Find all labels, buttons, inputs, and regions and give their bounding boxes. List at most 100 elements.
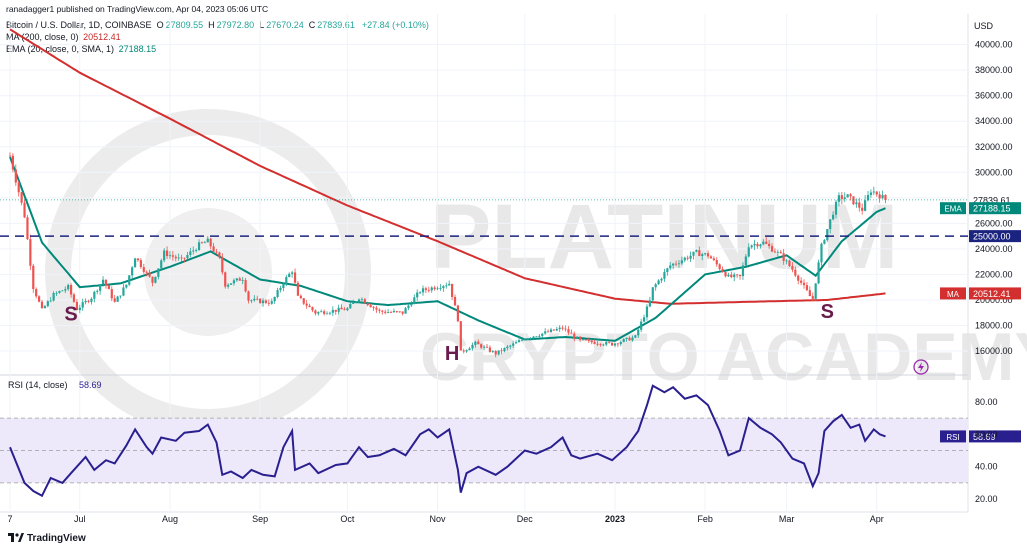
candle-body bbox=[616, 343, 619, 345]
candle-body bbox=[471, 344, 474, 349]
candle-body bbox=[811, 296, 814, 299]
close-label: C bbox=[308, 20, 316, 30]
candle-body bbox=[58, 291, 61, 293]
symbol-title[interactable]: Bitcoin / U.S. Dollar, 1D, COINBASE bbox=[6, 20, 152, 30]
candle-body bbox=[759, 244, 762, 247]
candle-body bbox=[712, 258, 715, 261]
candle-body bbox=[197, 242, 201, 251]
candle-body bbox=[256, 298, 259, 300]
candle-body bbox=[593, 342, 596, 344]
candle-body bbox=[349, 304, 352, 309]
rsi-tag-label: RSI bbox=[946, 433, 959, 442]
candle-body bbox=[55, 292, 58, 294]
candle-body bbox=[125, 284, 128, 288]
candle-body bbox=[136, 258, 140, 261]
candle-body bbox=[419, 292, 422, 294]
candle-body bbox=[669, 265, 672, 269]
candle-body bbox=[538, 335, 541, 337]
candle-body bbox=[523, 339, 526, 341]
candle-body bbox=[584, 339, 587, 341]
rsi-legend[interactable]: RSI (14, close) 58.69 bbox=[8, 380, 102, 390]
candle-body bbox=[695, 250, 698, 252]
candle-body bbox=[384, 311, 387, 313]
candle-body bbox=[666, 268, 669, 273]
candle-body bbox=[494, 351, 497, 355]
candle-body bbox=[672, 263, 675, 266]
price-tick-label: 30000.00 bbox=[975, 167, 1013, 177]
price-tick-label: 22000.00 bbox=[975, 269, 1013, 279]
candle-body bbox=[308, 305, 311, 308]
candle-body bbox=[436, 288, 439, 290]
candle-body bbox=[465, 350, 468, 352]
candle-body bbox=[206, 238, 209, 243]
candle-body bbox=[442, 286, 445, 289]
candle-body bbox=[372, 307, 375, 308]
candle-body bbox=[160, 260, 163, 269]
candle-body bbox=[704, 253, 707, 255]
candle-body bbox=[37, 296, 41, 302]
high-value: 27972.80 bbox=[216, 20, 255, 30]
candle-body bbox=[660, 278, 663, 281]
candle-body bbox=[165, 250, 169, 257]
candle-body bbox=[439, 288, 442, 289]
candle-body bbox=[430, 287, 433, 291]
candle-body bbox=[648, 300, 651, 307]
candle-body bbox=[139, 260, 142, 268]
ma-legend[interactable]: MA (200, close, 0) 20512.41 bbox=[6, 32, 121, 42]
candle-body bbox=[686, 257, 689, 259]
candle-body bbox=[218, 252, 221, 258]
candle-body bbox=[736, 274, 739, 276]
candle-body bbox=[311, 307, 314, 311]
candle-body bbox=[878, 194, 881, 199]
candle-body bbox=[131, 267, 134, 276]
time-tick-label: Dec bbox=[517, 514, 534, 524]
candle-body bbox=[744, 256, 747, 266]
candle-body bbox=[628, 337, 631, 341]
candle-body bbox=[35, 289, 38, 297]
candle-body bbox=[151, 276, 154, 283]
candle-body bbox=[352, 302, 355, 305]
candle-body bbox=[64, 289, 67, 291]
candle-body bbox=[509, 345, 512, 347]
ema-legend-value: 27188.15 bbox=[118, 44, 157, 54]
candle-body bbox=[244, 280, 247, 292]
tradingview-logo: TradingView bbox=[8, 533, 86, 544]
candle-body bbox=[285, 277, 288, 284]
candle-body bbox=[395, 311, 398, 312]
open-value: 27809.55 bbox=[165, 20, 204, 30]
ma-legend-label: MA (200, close, 0) bbox=[6, 32, 79, 42]
candle-body bbox=[337, 307, 340, 312]
candle-body bbox=[273, 297, 276, 302]
candle-body bbox=[148, 272, 151, 277]
candle-body bbox=[506, 346, 509, 349]
price-tick-label: 32000.00 bbox=[975, 142, 1013, 152]
candle-body bbox=[32, 265, 35, 290]
lightning-icon[interactable] bbox=[913, 359, 929, 375]
candle-body bbox=[872, 191, 875, 193]
candle-body bbox=[602, 344, 605, 346]
candle-body bbox=[407, 305, 410, 309]
candle-body bbox=[587, 340, 590, 342]
candle-body bbox=[142, 267, 145, 272]
candle-body bbox=[212, 246, 215, 252]
ema-legend[interactable]: EMA (20, close, 0, SMA, 1) 27188.15 bbox=[6, 44, 156, 54]
candle-body bbox=[424, 288, 428, 290]
candle-body bbox=[680, 260, 683, 264]
candle-body bbox=[247, 291, 250, 301]
candle-body bbox=[8, 155, 12, 157]
candle-body bbox=[110, 289, 113, 299]
candle-body bbox=[340, 307, 343, 310]
candle-body bbox=[503, 348, 506, 352]
rsi-tag-bg bbox=[940, 430, 966, 443]
candle-body bbox=[808, 290, 811, 297]
candle-body bbox=[279, 287, 282, 291]
candle-body bbox=[674, 263, 678, 265]
time-tick-label: 2023 bbox=[605, 514, 625, 524]
candle-body bbox=[157, 268, 160, 277]
ma200-path bbox=[9, 28, 886, 305]
candle-body bbox=[445, 285, 448, 287]
pattern-label-shoulder: S bbox=[821, 301, 834, 323]
time-tick-label: Oct bbox=[340, 514, 355, 524]
candle-body bbox=[823, 240, 826, 244]
